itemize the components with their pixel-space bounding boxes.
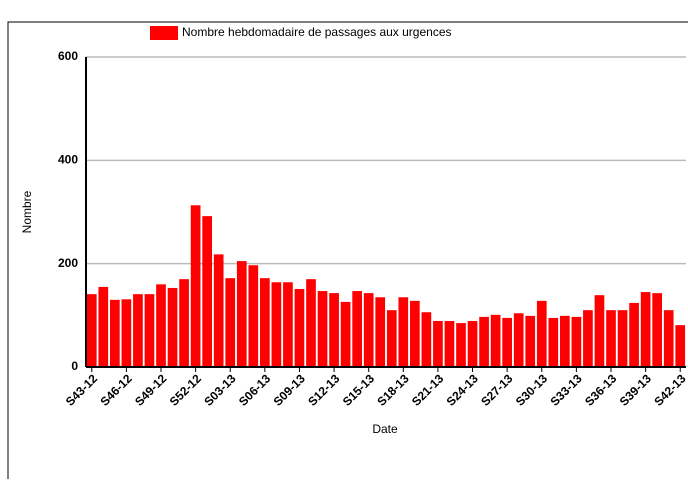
bar: [110, 299, 120, 367]
bar: [583, 310, 593, 367]
bar: [179, 279, 189, 367]
bar: [271, 282, 282, 367]
x-tick-label: S36-13: [582, 371, 619, 408]
bar: [479, 316, 489, 367]
x-tick-label: S27-13: [478, 371, 515, 408]
bar: [594, 295, 605, 367]
legend-label: Nombre hebdomadaire de passages aux urge…: [182, 25, 452, 39]
bar: [571, 316, 582, 367]
y-tick-label: 200: [58, 256, 78, 270]
bar: [317, 291, 328, 367]
bar: [663, 310, 674, 367]
bar: [398, 297, 409, 367]
bar: [386, 310, 397, 367]
y-axis-label: Nombre: [20, 190, 34, 233]
x-tick-label: S24-13: [444, 371, 481, 408]
bar: [329, 293, 339, 367]
bar: [375, 297, 386, 367]
bar: [144, 294, 155, 367]
bar: [536, 300, 547, 367]
bar: [133, 294, 143, 367]
bar: [513, 313, 524, 367]
bar: [260, 278, 270, 367]
bar: [248, 265, 259, 367]
bar: [640, 292, 651, 367]
x-tick-label: S21-13: [409, 371, 446, 408]
frame: [7, 21, 688, 484]
bar: [340, 301, 351, 367]
x-tick-label: S33-13: [547, 371, 584, 408]
bar: [560, 315, 570, 367]
bar: [652, 293, 662, 367]
bar: [236, 261, 247, 367]
y-tick-label: 0: [71, 359, 78, 373]
bar: [525, 315, 536, 367]
bar: [283, 282, 293, 367]
x-tick-label: S39-13: [617, 371, 654, 408]
bar: [421, 312, 432, 367]
x-tick-label: S15-13: [340, 371, 377, 408]
bar: [675, 325, 686, 367]
x-tick-label: S52-12: [167, 371, 204, 408]
bar: [202, 216, 212, 367]
bar: [363, 293, 374, 367]
legend-swatch: [150, 26, 178, 40]
bar: [86, 294, 97, 367]
bar: [467, 321, 478, 367]
bar: [629, 302, 639, 367]
x-tick-label: S06-13: [236, 371, 273, 408]
bar: [156, 284, 166, 367]
bar: [167, 287, 178, 367]
x-axis-label: Date: [372, 422, 398, 436]
bar: [456, 323, 466, 367]
bar: [606, 310, 616, 367]
bar: [490, 314, 501, 367]
bar: [190, 205, 201, 367]
x-tick-label: S03-13: [201, 371, 238, 408]
y-tick-label: 400: [58, 153, 78, 167]
bar: [410, 300, 420, 367]
bar: [444, 321, 455, 367]
x-tick-label: S09-13: [271, 371, 308, 408]
x-tick-label: S18-13: [374, 371, 411, 408]
bar: [213, 254, 224, 367]
x-tick-label: S43-12: [63, 371, 100, 408]
x-tick-label: S49-12: [132, 371, 169, 408]
bar: [548, 317, 559, 367]
bar: [306, 279, 316, 367]
bar: [433, 321, 443, 367]
bar: [352, 291, 362, 367]
x-tick-label: S46-12: [97, 371, 134, 408]
bar: [225, 278, 236, 367]
x-tick-label: S42-13: [651, 371, 688, 408]
bar: [502, 317, 512, 367]
bar: [294, 288, 305, 367]
y-tick-label: 600: [58, 49, 78, 63]
bar: [617, 310, 628, 367]
x-tick-label: S12-13: [305, 371, 342, 408]
bar: [98, 286, 109, 367]
bar: [121, 299, 132, 367]
x-tick-label: S30-13: [513, 371, 550, 408]
